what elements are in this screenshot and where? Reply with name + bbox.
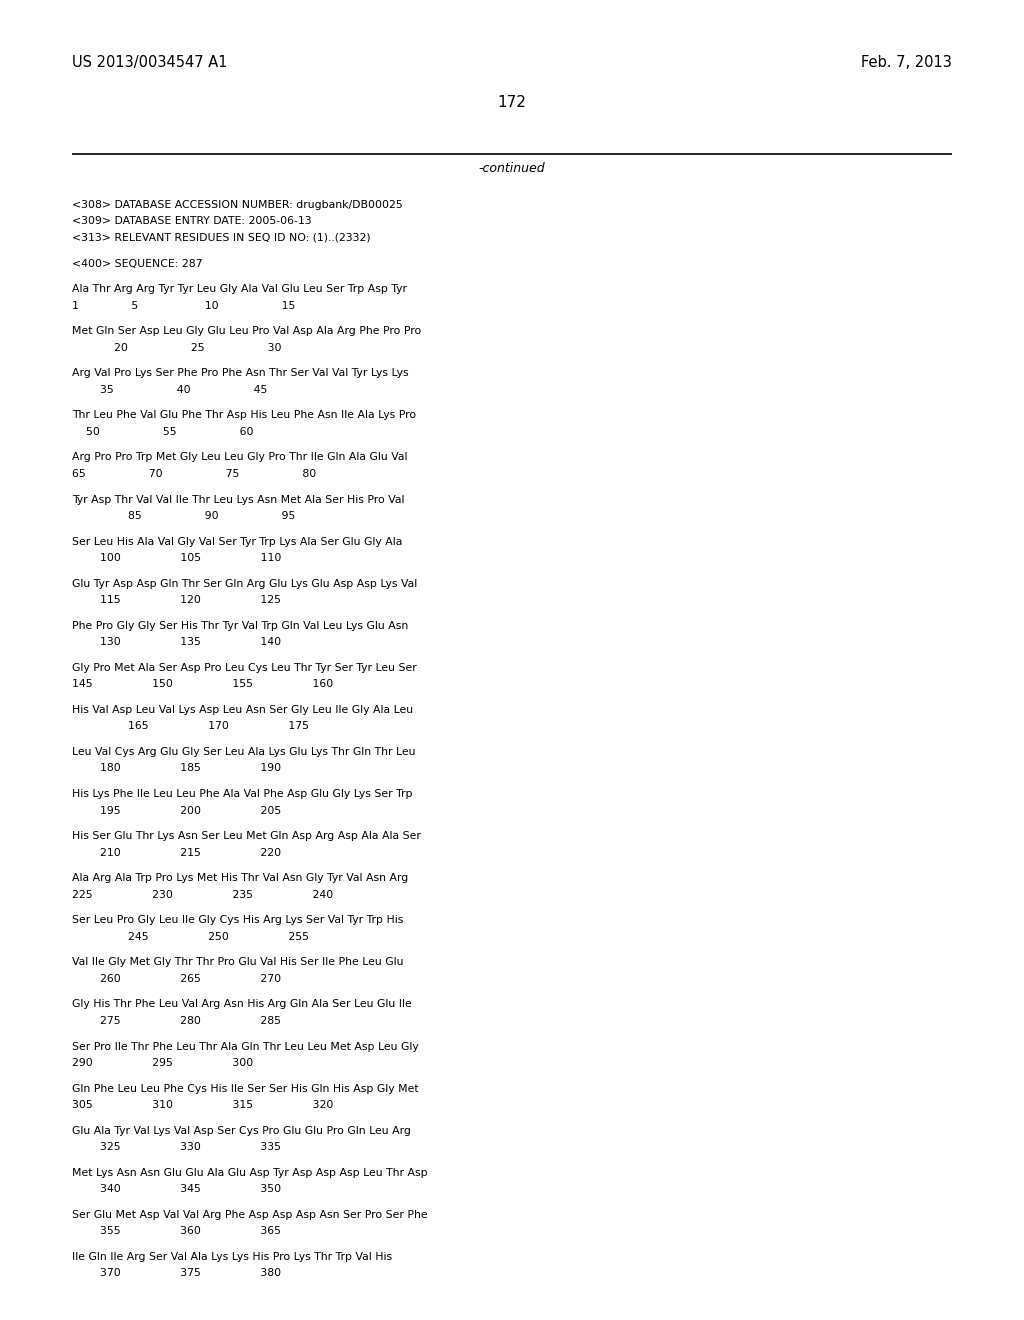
Text: 145                 150                 155                 160: 145 150 155 160 [72,680,333,689]
Text: 290                 295                 300: 290 295 300 [72,1059,253,1068]
Text: Met Lys Asn Asn Glu Glu Ala Glu Asp Tyr Asp Asp Asp Leu Thr Asp: Met Lys Asn Asn Glu Glu Ala Glu Asp Tyr … [72,1168,428,1177]
Text: 225                 230                 235                 240: 225 230 235 240 [72,890,333,900]
Text: Gly His Thr Phe Leu Val Arg Asn His Arg Gln Ala Ser Leu Glu Ile: Gly His Thr Phe Leu Val Arg Asn His Arg … [72,999,412,1010]
Text: <313> RELEVANT RESIDUES IN SEQ ID NO: (1)..(2332): <313> RELEVANT RESIDUES IN SEQ ID NO: (1… [72,234,371,243]
Text: 180                 185                 190: 180 185 190 [72,763,282,774]
Text: Feb. 7, 2013: Feb. 7, 2013 [861,55,952,70]
Text: His Val Asp Leu Val Lys Asp Leu Asn Ser Gly Leu Ile Gly Ala Leu: His Val Asp Leu Val Lys Asp Leu Asn Ser … [72,705,413,715]
Text: Glu Tyr Asp Asp Gln Thr Ser Gln Arg Glu Lys Glu Asp Asp Lys Val: Glu Tyr Asp Asp Gln Thr Ser Gln Arg Glu … [72,578,417,589]
Text: Glu Ala Tyr Val Lys Val Asp Ser Cys Pro Glu Glu Pro Gln Leu Arg: Glu Ala Tyr Val Lys Val Asp Ser Cys Pro … [72,1126,411,1135]
Text: 100                 105                 110: 100 105 110 [72,553,282,564]
Text: 370                 375                 380: 370 375 380 [72,1269,282,1278]
Text: 325                 330                 335: 325 330 335 [72,1142,281,1152]
Text: Ser Leu His Ala Val Gly Val Ser Tyr Trp Lys Ala Ser Glu Gly Ala: Ser Leu His Ala Val Gly Val Ser Tyr Trp … [72,537,402,546]
Text: 130                 135                 140: 130 135 140 [72,638,282,647]
Text: Arg Pro Pro Trp Met Gly Leu Leu Gly Pro Thr Ile Gln Ala Glu Val: Arg Pro Pro Trp Met Gly Leu Leu Gly Pro … [72,453,408,462]
Text: <308> DATABASE ACCESSION NUMBER: drugbank/DB00025: <308> DATABASE ACCESSION NUMBER: drugban… [72,201,402,210]
Text: Ala Arg Ala Trp Pro Lys Met His Thr Val Asn Gly Tyr Val Asn Arg: Ala Arg Ala Trp Pro Lys Met His Thr Val … [72,874,409,883]
Text: 165                 170                 175: 165 170 175 [72,722,309,731]
Text: Gln Phe Leu Leu Phe Cys His Ile Ser Ser His Gln His Asp Gly Met: Gln Phe Leu Leu Phe Cys His Ile Ser Ser … [72,1084,419,1093]
Text: Tyr Asp Thr Val Val Ile Thr Leu Lys Asn Met Ala Ser His Pro Val: Tyr Asp Thr Val Val Ile Thr Leu Lys Asn … [72,495,404,504]
Text: Ser Leu Pro Gly Leu Ile Gly Cys His Arg Lys Ser Val Tyr Trp His: Ser Leu Pro Gly Leu Ile Gly Cys His Arg … [72,915,403,925]
Text: 20                  25                  30: 20 25 30 [72,343,282,352]
Text: 210                 215                 220: 210 215 220 [72,847,282,858]
Text: <400> SEQUENCE: 287: <400> SEQUENCE: 287 [72,259,203,268]
Text: His Lys Phe Ile Leu Leu Phe Ala Val Phe Asp Glu Gly Lys Ser Trp: His Lys Phe Ile Leu Leu Phe Ala Val Phe … [72,789,413,799]
Text: Met Gln Ser Asp Leu Gly Glu Leu Pro Val Asp Ala Arg Phe Pro Pro: Met Gln Ser Asp Leu Gly Glu Leu Pro Val … [72,326,421,337]
Text: His Ser Glu Thr Lys Asn Ser Leu Met Gln Asp Arg Asp Ala Ala Ser: His Ser Glu Thr Lys Asn Ser Leu Met Gln … [72,832,421,841]
Text: 172: 172 [498,95,526,110]
Text: 65                  70                  75                  80: 65 70 75 80 [72,469,316,479]
Text: 50                  55                  60: 50 55 60 [72,426,254,437]
Text: <309> DATABASE ENTRY DATE: 2005-06-13: <309> DATABASE ENTRY DATE: 2005-06-13 [72,216,311,227]
Text: 305                 310                 315                 320: 305 310 315 320 [72,1100,334,1110]
Text: Gly Pro Met Ala Ser Asp Pro Leu Cys Leu Thr Tyr Ser Tyr Leu Ser: Gly Pro Met Ala Ser Asp Pro Leu Cys Leu … [72,663,417,673]
Text: US 2013/0034547 A1: US 2013/0034547 A1 [72,55,227,70]
Text: Phe Pro Gly Gly Ser His Thr Tyr Val Trp Gln Val Leu Lys Glu Asn: Phe Pro Gly Gly Ser His Thr Tyr Val Trp … [72,620,409,631]
Text: Ser Pro Ile Thr Phe Leu Thr Ala Gln Thr Leu Leu Met Asp Leu Gly: Ser Pro Ile Thr Phe Leu Thr Ala Gln Thr … [72,1041,419,1052]
Text: 115                 120                 125: 115 120 125 [72,595,281,605]
Text: 260                 265                 270: 260 265 270 [72,974,282,983]
Text: 245                 250                 255: 245 250 255 [72,932,309,941]
Text: Ser Glu Met Asp Val Val Arg Phe Asp Asp Asp Asn Ser Pro Ser Phe: Ser Glu Met Asp Val Val Arg Phe Asp Asp … [72,1210,428,1220]
Text: Arg Val Pro Lys Ser Phe Pro Phe Asn Thr Ser Val Val Tyr Lys Lys: Arg Val Pro Lys Ser Phe Pro Phe Asn Thr … [72,368,409,379]
Text: 1               5                   10                  15: 1 5 10 15 [72,301,295,310]
Text: 195                 200                 205: 195 200 205 [72,805,282,816]
Text: 275                 280                 285: 275 280 285 [72,1016,281,1026]
Text: Thr Leu Phe Val Glu Phe Thr Asp His Leu Phe Asn Ile Ala Lys Pro: Thr Leu Phe Val Glu Phe Thr Asp His Leu … [72,411,416,420]
Text: 35                  40                  45: 35 40 45 [72,385,267,395]
Text: 340                 345                 350: 340 345 350 [72,1184,282,1195]
Text: -continued: -continued [478,162,546,176]
Text: Val Ile Gly Met Gly Thr Thr Pro Glu Val His Ser Ile Phe Leu Glu: Val Ile Gly Met Gly Thr Thr Pro Glu Val … [72,957,403,968]
Text: Ala Thr Arg Arg Tyr Tyr Leu Gly Ala Val Glu Leu Ser Trp Asp Tyr: Ala Thr Arg Arg Tyr Tyr Leu Gly Ala Val … [72,284,407,294]
Text: 355                 360                 365: 355 360 365 [72,1226,281,1237]
Text: Ile Gln Ile Arg Ser Val Ala Lys Lys His Pro Lys Thr Trp Val His: Ile Gln Ile Arg Ser Val Ala Lys Lys His … [72,1251,392,1262]
Text: Leu Val Cys Arg Glu Gly Ser Leu Ala Lys Glu Lys Thr Gln Thr Leu: Leu Val Cys Arg Glu Gly Ser Leu Ala Lys … [72,747,416,756]
Text: 85                  90                  95: 85 90 95 [72,511,295,521]
